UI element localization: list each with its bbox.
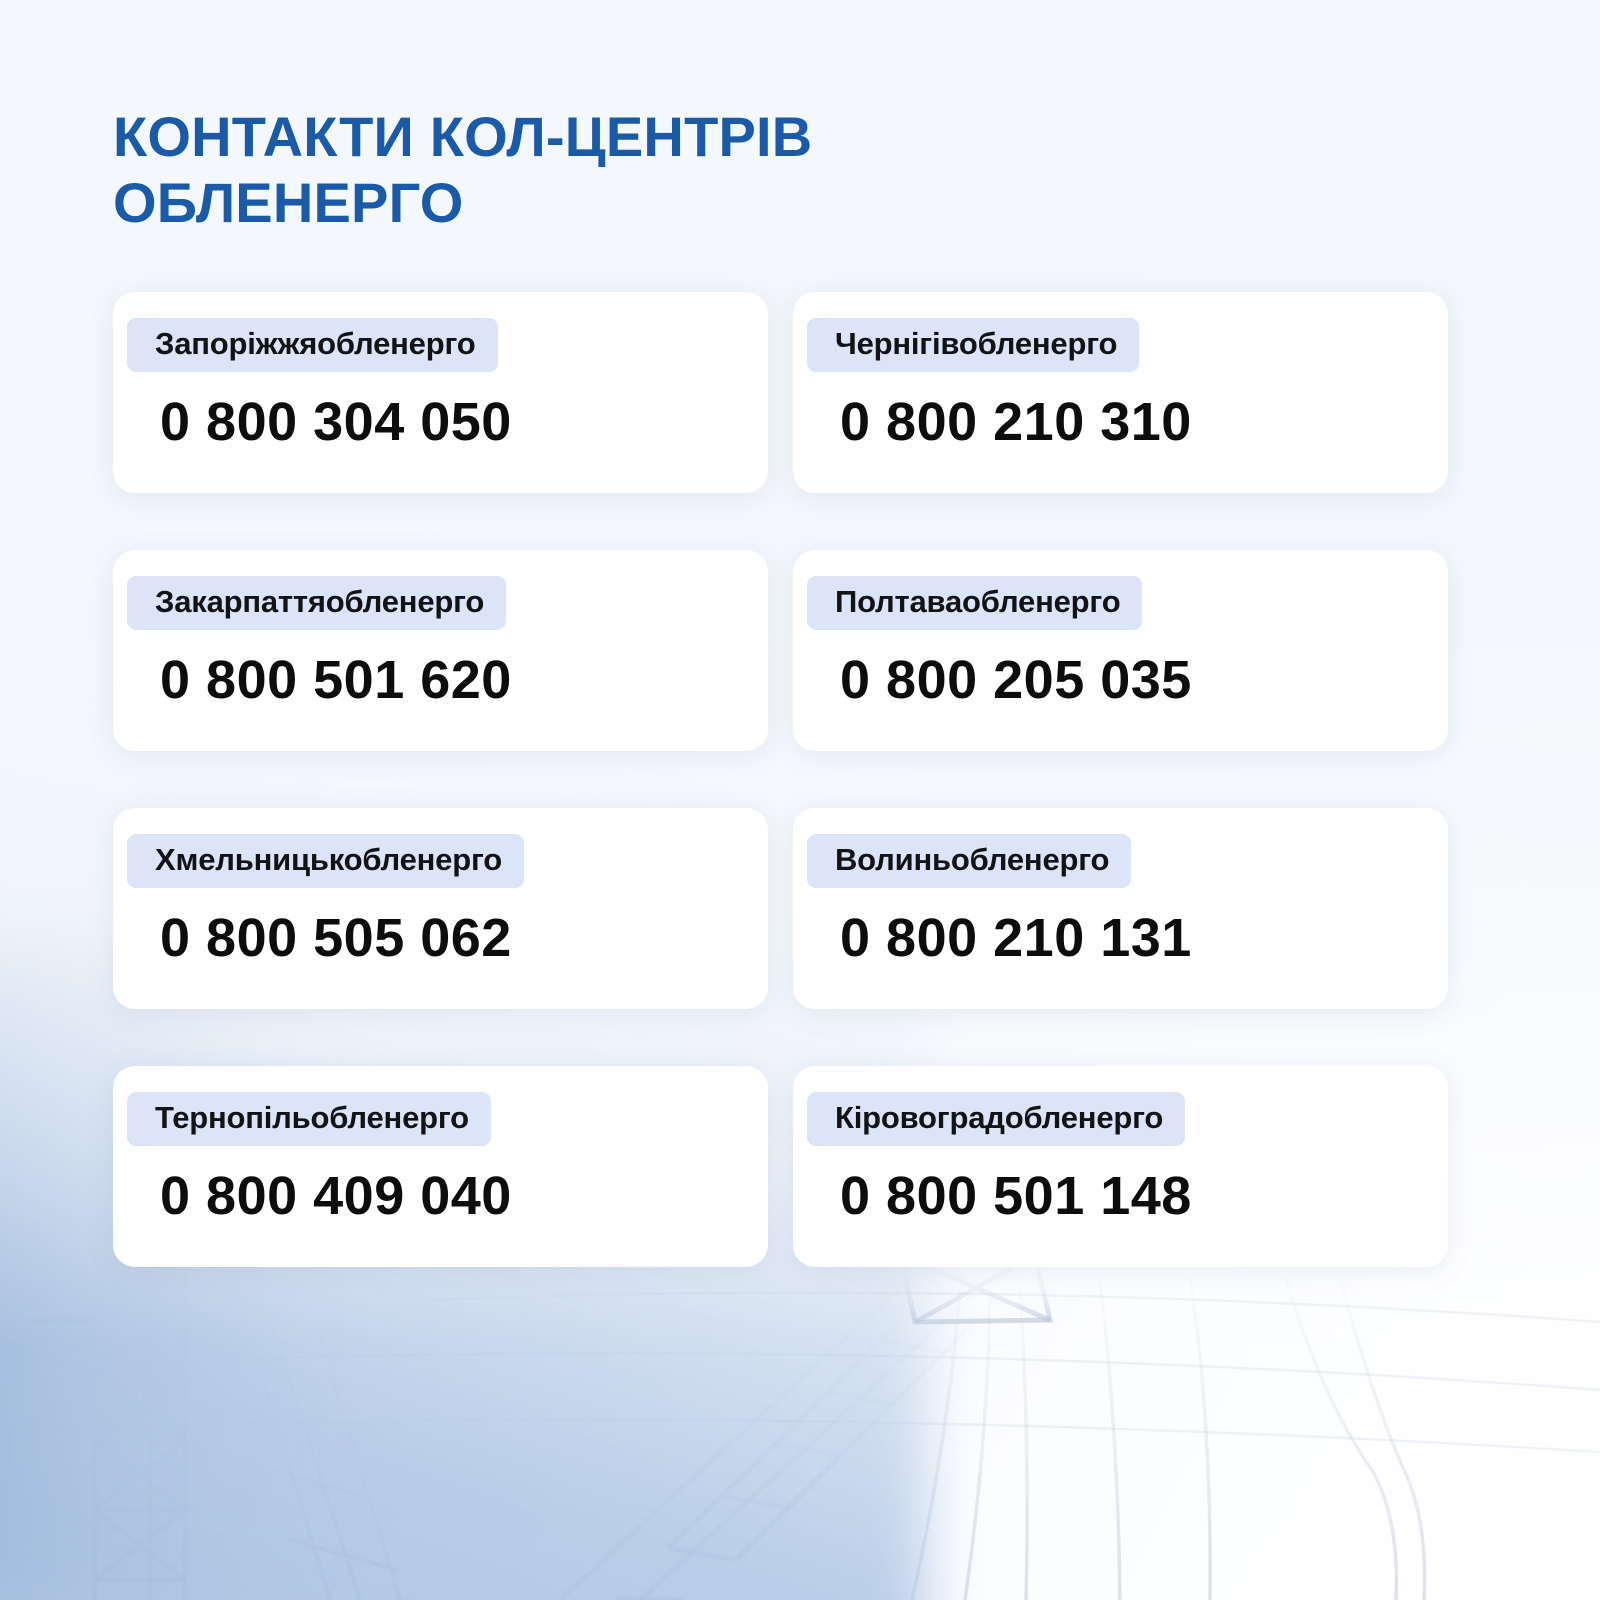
phone-number[interactable]: 0 800 210 131 <box>840 907 1192 968</box>
company-name-badge: Волиньобленерго <box>807 834 1132 888</box>
company-name-badge: Полтаваобленерго <box>807 576 1143 630</box>
phone-number[interactable]: 0 800 409 040 <box>160 1165 512 1226</box>
contact-card[interactable]: Хмельницькобленерго 0 800 505 062 <box>113 808 768 1010</box>
contact-card[interactable]: Чернігівобленерго 0 800 210 310 <box>793 292 1448 494</box>
phone-number[interactable]: 0 800 205 035 <box>840 649 1192 710</box>
contact-card[interactable]: Запоріжжяобленерго 0 800 304 050 <box>113 292 768 494</box>
company-name-badge: Чернігівобленерго <box>807 318 1140 372</box>
phone-number[interactable]: 0 800 501 620 <box>160 649 512 710</box>
contact-card[interactable]: Тернопільобленерго 0 800 409 040 <box>113 1066 768 1268</box>
phone-number[interactable]: 0 800 501 148 <box>840 1165 1192 1226</box>
contact-card-grid: Запоріжжяобленерго 0 800 304 050 Чернігі… <box>113 292 1470 1268</box>
company-name-badge: Закарпаттяобленерго <box>127 576 507 630</box>
company-name-badge: Запоріжжяобленерго <box>127 318 498 372</box>
page-title: КОНТАКТИ КОЛ-ЦЕНТРІВ ОБЛЕНЕРГО <box>113 105 813 235</box>
contact-card[interactable]: Волиньобленерго 0 800 210 131 <box>793 808 1448 1010</box>
contact-card[interactable]: Кіровоградобленерго 0 800 501 148 <box>793 1066 1448 1268</box>
phone-number[interactable]: 0 800 210 310 <box>840 391 1192 452</box>
company-name-badge: Кіровоградобленерго <box>807 1092 1186 1146</box>
contact-card[interactable]: Закарпаттяобленерго 0 800 501 620 <box>113 550 768 752</box>
phone-number[interactable]: 0 800 304 050 <box>160 391 512 452</box>
company-name-badge: Хмельницькобленерго <box>127 834 524 888</box>
phone-number[interactable]: 0 800 505 062 <box>160 907 512 968</box>
contact-card[interactable]: Полтаваобленерго 0 800 205 035 <box>793 550 1448 752</box>
company-name-badge: Тернопільобленерго <box>127 1092 491 1146</box>
